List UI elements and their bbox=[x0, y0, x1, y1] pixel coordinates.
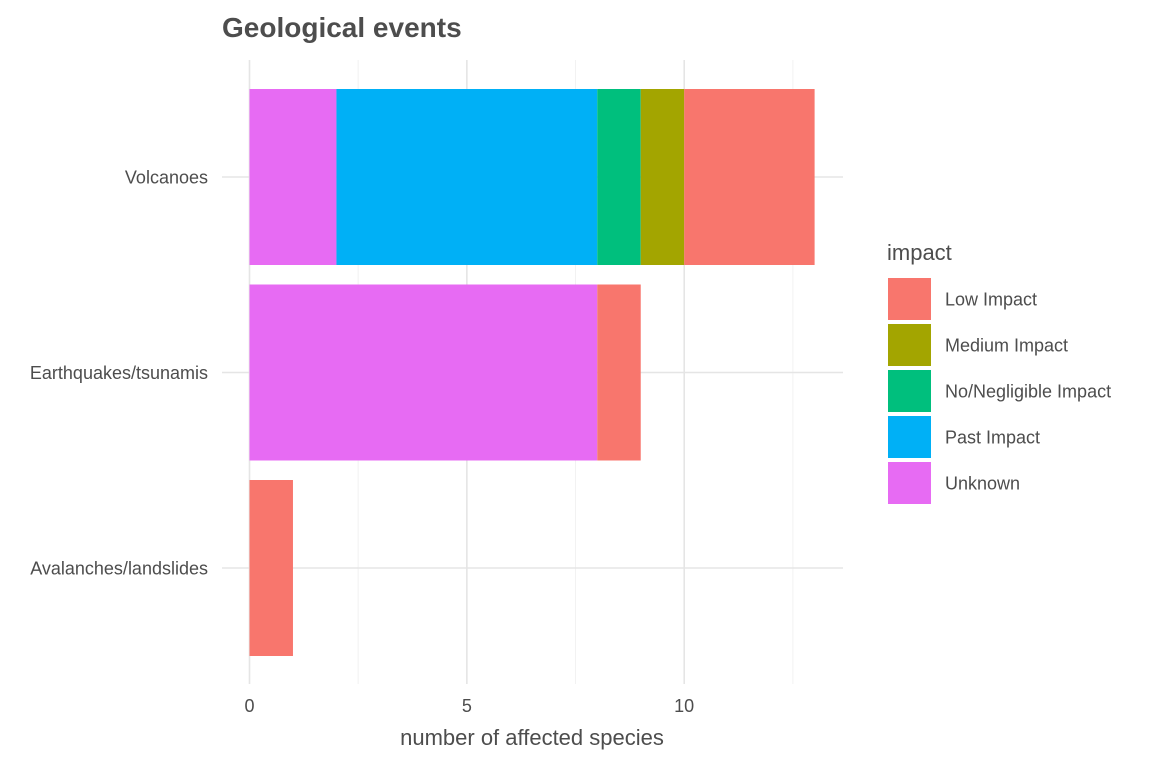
legend-key bbox=[888, 462, 931, 504]
x-tick-label: 5 bbox=[462, 696, 472, 716]
y-tick-label: Volcanoes bbox=[125, 168, 208, 188]
legend-title: impact bbox=[887, 240, 952, 265]
y-tick-label: Avalanches/landslides bbox=[30, 559, 208, 579]
legend-label: Medium Impact bbox=[945, 336, 1068, 356]
chart-title: Geological events bbox=[222, 12, 462, 43]
legend-label: No/Negligible Impact bbox=[945, 382, 1111, 402]
bar-segment bbox=[597, 89, 641, 265]
bar-segment bbox=[684, 89, 815, 265]
legend-key bbox=[888, 370, 931, 412]
legend-label: Low Impact bbox=[945, 290, 1037, 310]
y-tick-label: Earthquakes/tsunamis bbox=[30, 363, 208, 383]
bar-segment bbox=[249, 89, 337, 265]
legend-key bbox=[888, 278, 931, 320]
bar-segment bbox=[640, 89, 685, 265]
x-axis-tick-labels: 0 5 10 bbox=[244, 696, 694, 716]
bar-segment bbox=[249, 480, 293, 656]
bar-segment bbox=[597, 284, 641, 461]
legend-label: Past Impact bbox=[945, 428, 1040, 448]
legend: impact Low Impact Medium Impact No/Negligi… bbox=[887, 240, 1111, 504]
bar-segment bbox=[249, 284, 598, 461]
x-tick-label: 0 bbox=[244, 696, 254, 716]
legend-label: Unknown bbox=[945, 474, 1020, 494]
bar-segment bbox=[336, 89, 598, 265]
y-axis-tick-labels: Volcanoes Earthquakes/tsunamis Avalanches/… bbox=[30, 168, 208, 579]
legend-key bbox=[888, 324, 931, 366]
x-tick-label: 10 bbox=[674, 696, 694, 716]
legend-key bbox=[888, 416, 931, 458]
bars bbox=[249, 89, 815, 656]
x-axis-title: number of affected species bbox=[400, 725, 664, 750]
